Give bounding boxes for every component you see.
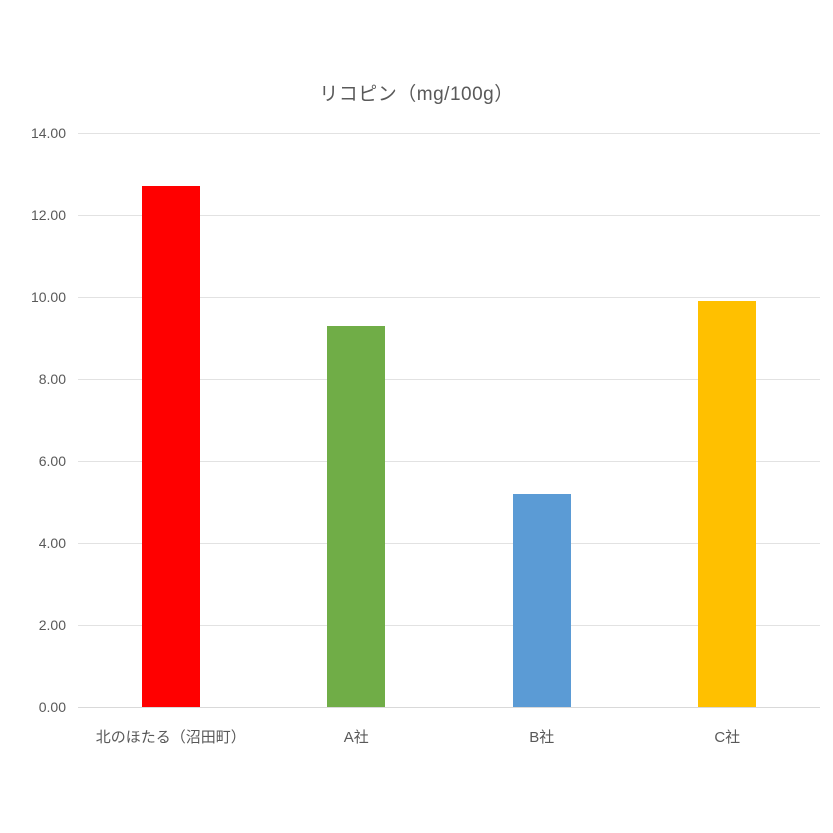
gridline [78, 543, 820, 544]
x-axis-line [78, 707, 820, 708]
y-tick-label: 2.00 [38, 617, 66, 633]
y-tick-label: 4.00 [38, 535, 66, 551]
bar-0 [141, 186, 200, 707]
gridline [78, 625, 820, 626]
gridline [78, 461, 820, 462]
bar-3 [698, 301, 757, 707]
gridline [78, 297, 820, 298]
plot-area [78, 133, 820, 708]
y-tick-label: 12.00 [30, 207, 66, 223]
chart-title: リコピン（mg/100g） [319, 84, 514, 105]
x-tick-label: C社 [714, 729, 741, 746]
y-axis: 0.00 2.00 4.00 6.00 8.00 10.00 12.00 14.00 [0, 125, 66, 715]
x-tick-label: B社 [529, 729, 555, 746]
y-tick-label: 6.00 [38, 453, 66, 469]
x-tick-label: A社 [343, 729, 369, 746]
x-axis: 北のほたる（沼田町） A社 B社 C社 [78, 726, 820, 756]
gridline [78, 133, 820, 134]
y-tick-label: 10.00 [30, 289, 66, 305]
gridline [78, 379, 820, 380]
y-tick-label: 14.00 [30, 125, 66, 141]
gridline [78, 215, 820, 216]
bar-2 [512, 493, 571, 707]
x-tick-label: 北のほたる（沼田町） [95, 729, 246, 746]
y-tick-label: 8.00 [38, 371, 66, 387]
bar-1 [327, 325, 386, 707]
y-tick-label: 0.00 [38, 699, 66, 715]
